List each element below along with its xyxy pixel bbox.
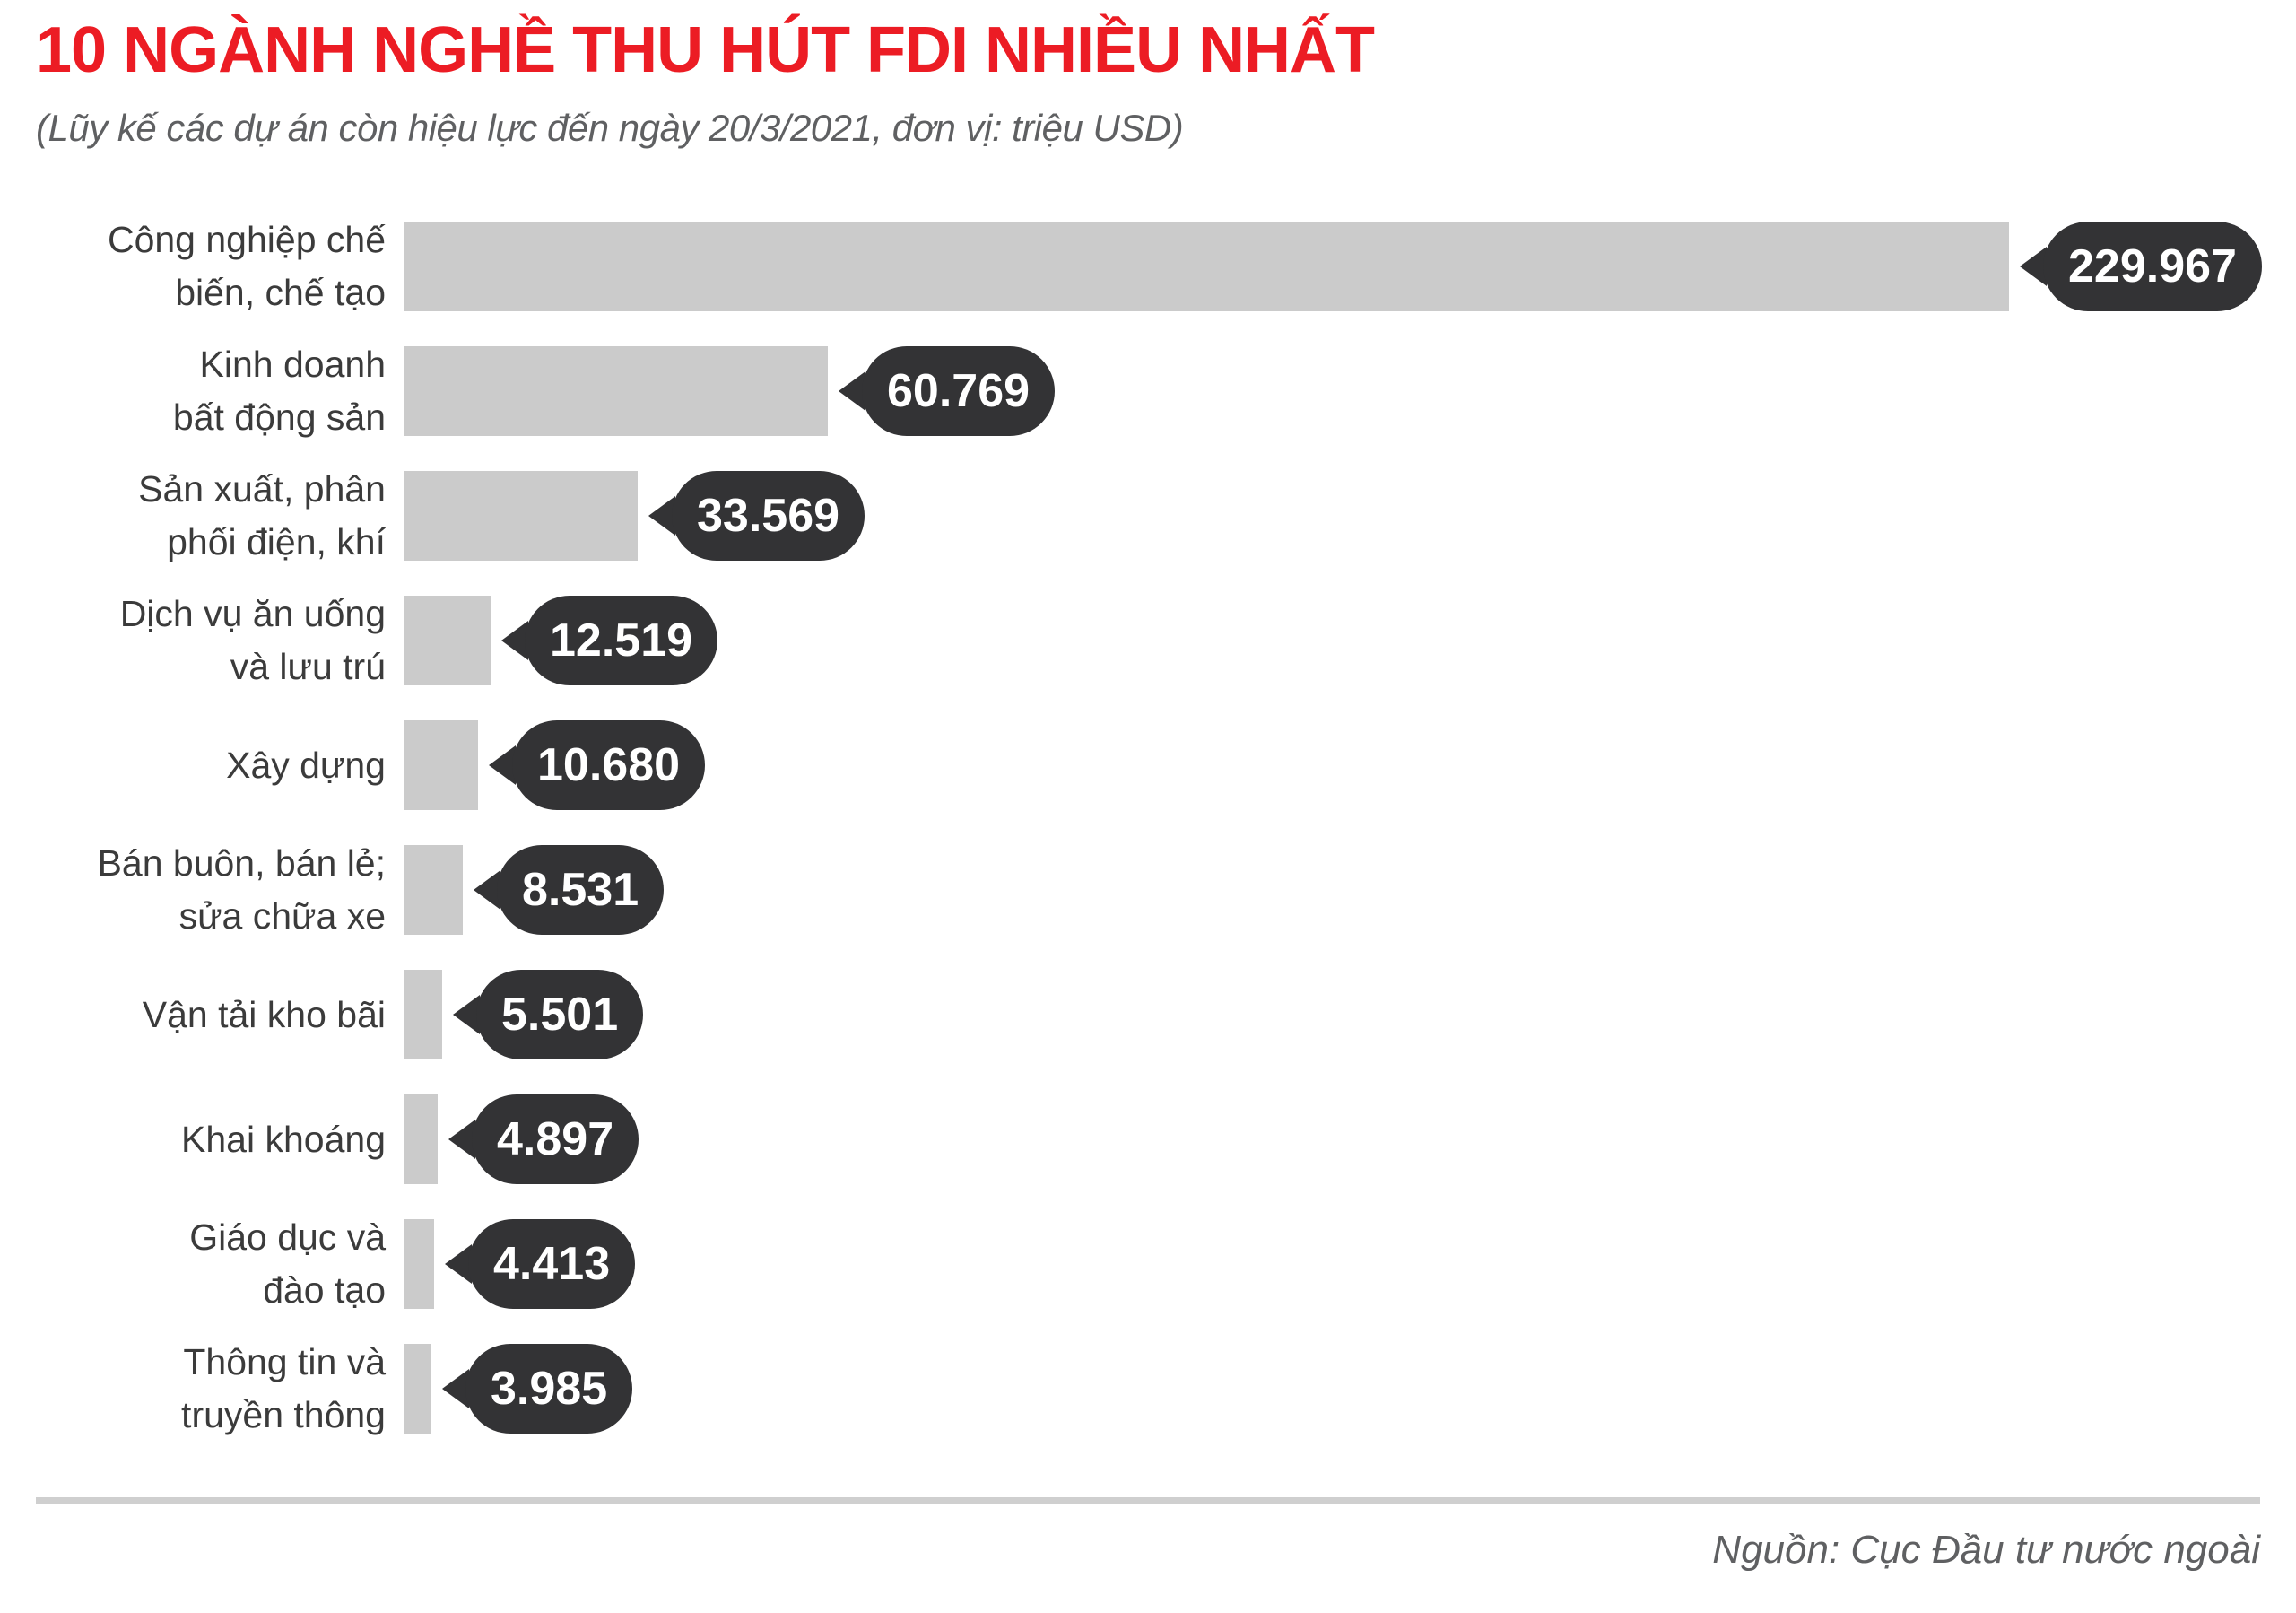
bar-area: 229.967 <box>404 221 2262 311</box>
bar <box>404 345 828 436</box>
value-label: 10.680 <box>512 719 706 810</box>
bar <box>404 969 442 1059</box>
bar-area: 33.569 <box>404 470 2260 561</box>
chart-row: Công nghiệp chế biến, chế tạo 229.967 <box>36 219 2262 313</box>
bubble-arrow-icon <box>448 1119 475 1159</box>
chart-row: Thông tin và truyền thông 3.985 <box>36 1341 2260 1435</box>
bar-area: 3.985 <box>404 1343 2260 1434</box>
bubble-arrow-icon <box>489 745 516 785</box>
value-label: 229.967 <box>2043 221 2262 311</box>
chart-subtitle: (Lũy kế các dự án còn hiệu lực đến ngày … <box>36 106 1184 149</box>
value-bubble: 60.769 <box>839 345 1056 436</box>
chart-row: Kinh doanh bất động sản 60.769 <box>36 344 2260 438</box>
value-bubble: 10.680 <box>489 719 706 810</box>
value-label: 5.501 <box>476 969 644 1059</box>
footer-divider <box>36 1496 2260 1504</box>
category-label: Kinh doanh bất động sản <box>172 344 386 438</box>
value-label: 4.413 <box>468 1218 636 1309</box>
bar-area: 4.897 <box>404 1094 2260 1184</box>
bar-area: 8.531 <box>404 844 2260 935</box>
value-bubble: 33.569 <box>648 470 865 561</box>
value-bubble: 8.531 <box>474 844 665 935</box>
bar <box>404 1343 431 1434</box>
category-label: Vận tải kho bãi <box>142 993 386 1035</box>
bubble-arrow-icon <box>501 620 528 660</box>
category-label: Sản xuất, phân phối điện, khí <box>138 468 386 562</box>
value-bubble: 5.501 <box>453 969 644 1059</box>
bubble-arrow-icon <box>839 371 865 411</box>
bubble-arrow-icon <box>453 994 480 1034</box>
bar <box>404 595 491 685</box>
value-label: 12.519 <box>525 595 718 685</box>
bubble-arrow-icon <box>445 1243 472 1284</box>
bar <box>404 1218 434 1309</box>
bar-area: 12.519 <box>404 595 2260 685</box>
value-label: 8.531 <box>497 844 665 935</box>
value-bubble: 12.519 <box>501 595 718 685</box>
value-label: 33.569 <box>672 470 865 561</box>
bar <box>404 221 2009 311</box>
bubble-arrow-icon <box>648 495 675 536</box>
bubble-arrow-icon <box>442 1368 469 1408</box>
category-label: Khai khoáng <box>181 1118 386 1160</box>
bar-area: 5.501 <box>404 969 2260 1059</box>
bar-area: 4.413 <box>404 1218 2260 1309</box>
bar <box>404 719 478 810</box>
chart-row: Khai khoáng 4.897 <box>36 1094 2260 1184</box>
category-label: Công nghiệp chế biến, chế tạo <box>107 219 386 313</box>
value-bubble: 4.413 <box>445 1218 636 1309</box>
chart-row: Bán buôn, bán lẻ; sửa chữa xe 8.531 <box>36 842 2260 937</box>
value-label: 4.897 <box>472 1094 639 1184</box>
bubble-arrow-icon <box>2020 246 2047 286</box>
chart-row: Dịch vụ ăn uống và lưu trú 12.519 <box>36 593 2260 687</box>
bubble-arrow-icon <box>474 869 500 910</box>
chart-row: Xây dựng 10.680 <box>36 719 2260 810</box>
category-label: Dịch vụ ăn uống và lưu trú <box>119 593 386 687</box>
category-label: Thông tin và truyền thông <box>181 1341 386 1435</box>
value-label: 60.769 <box>862 345 1056 436</box>
chart-row: Vận tải kho bãi 5.501 <box>36 969 2260 1059</box>
bar <box>404 470 638 561</box>
bar <box>404 844 463 935</box>
category-label: Giáo dục và đào tạo <box>189 1216 386 1311</box>
source-credit: Nguồn: Cục Đầu tư nước ngoài <box>1712 1527 2260 1572</box>
value-bubble: 229.967 <box>2020 221 2262 311</box>
bar-chart: Công nghiệp chế biến, chế tạo 229.967 Ki… <box>36 219 2262 1435</box>
bar <box>404 1094 438 1184</box>
chart-title: 10 NGÀNH NGHỀ THU HÚT FDI NHIỀU NHẤT <box>36 14 1375 86</box>
category-label: Bán buôn, bán lẻ; sửa chữa xe <box>97 842 386 937</box>
chart-row: Giáo dục và đào tạo 4.413 <box>36 1216 2260 1311</box>
value-bubble: 3.985 <box>442 1343 633 1434</box>
value-label: 3.985 <box>465 1343 633 1434</box>
value-bubble: 4.897 <box>448 1094 639 1184</box>
category-label: Xây dựng <box>226 744 386 786</box>
bar-area: 60.769 <box>404 345 2260 436</box>
bar-area: 10.680 <box>404 719 2260 810</box>
chart-row: Sản xuất, phân phối điện, khí 33.569 <box>36 468 2260 562</box>
